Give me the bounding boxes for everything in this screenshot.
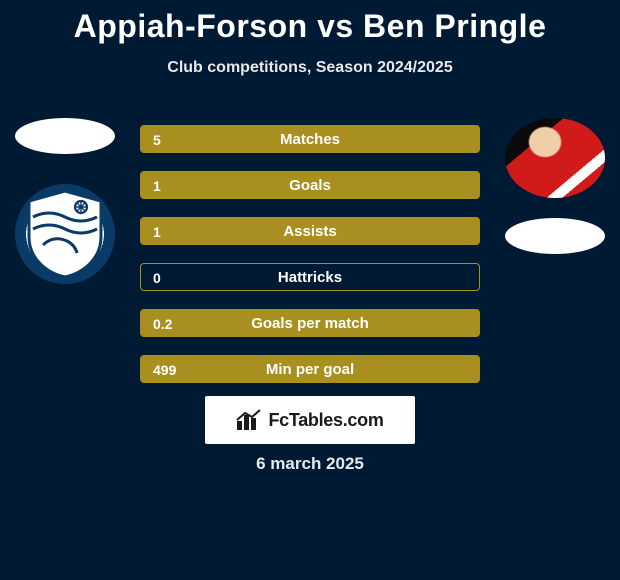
stat-label: Assists	[141, 218, 479, 244]
stat-label: Goals	[141, 172, 479, 198]
player2-photo	[505, 118, 605, 198]
page-title: Appiah-Forson vs Ben Pringle	[0, 0, 620, 45]
brand-badge: FcTables.com	[205, 396, 415, 444]
player1-photo-placeholder	[15, 118, 115, 154]
stats-rows: 5Matches 1Goals 1Assists 0Hattricks 0.2Goals…	[140, 125, 480, 401]
stat-row: 0.2Goals per match	[140, 309, 480, 337]
stat-label: Hattricks	[141, 264, 479, 290]
brand-bars-icon	[236, 409, 262, 431]
stat-row: 1Assists	[140, 217, 480, 245]
stat-label: Matches	[141, 126, 479, 152]
left-player-column	[10, 118, 120, 284]
stat-row: 499Min per goal	[140, 355, 480, 383]
subtitle: Club competitions, Season 2024/2025	[0, 59, 620, 77]
comparison-card: Appiah-Forson vs Ben Pringle Club compet…	[0, 0, 620, 580]
stat-row: 1Goals	[140, 171, 480, 199]
date-label: 6 march 2025	[0, 454, 620, 474]
stat-label: Goals per match	[141, 310, 479, 336]
brand-text: FcTables.com	[268, 410, 383, 431]
player1-club-crest	[15, 184, 115, 284]
player2-club-placeholder	[505, 218, 605, 254]
stat-row: 0Hattricks	[140, 263, 480, 291]
right-player-column	[500, 118, 610, 284]
stat-row: 5Matches	[140, 125, 480, 153]
stat-label: Min per goal	[141, 356, 479, 382]
crest-shield-icon	[25, 189, 105, 279]
